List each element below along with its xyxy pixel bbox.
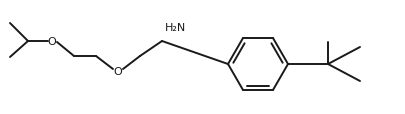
Text: O: O — [47, 37, 56, 47]
Text: H₂N: H₂N — [165, 23, 186, 33]
Text: O: O — [113, 66, 122, 76]
